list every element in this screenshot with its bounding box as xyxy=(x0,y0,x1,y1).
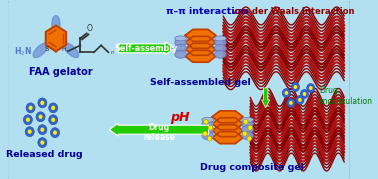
Circle shape xyxy=(40,127,44,132)
Ellipse shape xyxy=(215,44,226,52)
Circle shape xyxy=(23,115,33,125)
Text: O: O xyxy=(87,25,92,33)
Ellipse shape xyxy=(242,117,253,122)
Circle shape xyxy=(285,91,288,95)
Circle shape xyxy=(289,101,293,105)
Circle shape xyxy=(298,98,302,102)
Ellipse shape xyxy=(242,120,253,128)
Ellipse shape xyxy=(175,36,186,41)
Ellipse shape xyxy=(242,126,253,134)
Polygon shape xyxy=(185,43,216,55)
Polygon shape xyxy=(185,50,216,62)
Polygon shape xyxy=(212,118,243,130)
Text: FAA gelator: FAA gelator xyxy=(29,67,92,77)
Circle shape xyxy=(51,118,55,122)
Polygon shape xyxy=(212,132,243,144)
Ellipse shape xyxy=(215,36,226,41)
Circle shape xyxy=(29,106,33,110)
Text: Released drug: Released drug xyxy=(6,150,82,159)
Circle shape xyxy=(38,98,47,108)
Circle shape xyxy=(303,92,306,96)
Circle shape xyxy=(307,84,315,93)
Ellipse shape xyxy=(215,38,226,46)
Circle shape xyxy=(40,101,44,105)
Circle shape xyxy=(49,103,58,113)
FancyArrow shape xyxy=(109,123,209,136)
Ellipse shape xyxy=(202,117,214,122)
Circle shape xyxy=(282,88,290,97)
Circle shape xyxy=(38,125,47,135)
Text: Self-assembly: Self-assembly xyxy=(115,44,178,53)
Circle shape xyxy=(25,127,34,137)
Ellipse shape xyxy=(202,132,214,140)
Ellipse shape xyxy=(242,132,253,140)
FancyArrow shape xyxy=(262,88,270,108)
Polygon shape xyxy=(212,125,243,137)
Text: H$_2$N: H$_2$N xyxy=(14,45,32,58)
Ellipse shape xyxy=(215,50,226,58)
Polygon shape xyxy=(212,111,243,123)
Circle shape xyxy=(309,86,313,90)
Circle shape xyxy=(203,131,207,136)
Ellipse shape xyxy=(202,126,214,134)
Text: S: S xyxy=(45,46,49,52)
Ellipse shape xyxy=(175,38,186,46)
Text: Drug composite gel: Drug composite gel xyxy=(200,163,304,172)
Text: $_n$: $_n$ xyxy=(110,49,115,57)
Circle shape xyxy=(39,115,43,119)
Ellipse shape xyxy=(175,50,186,58)
Circle shape xyxy=(28,129,32,134)
Circle shape xyxy=(53,130,57,135)
Circle shape xyxy=(248,125,253,130)
Ellipse shape xyxy=(175,44,186,52)
Circle shape xyxy=(243,131,247,136)
Text: π–π interaction: π–π interaction xyxy=(166,7,248,16)
Ellipse shape xyxy=(202,120,214,128)
Text: pH: pH xyxy=(170,111,189,124)
Circle shape xyxy=(287,98,295,107)
FancyBboxPatch shape xyxy=(7,0,350,179)
Circle shape xyxy=(243,119,248,124)
Text: Self-assembled gel: Self-assembled gel xyxy=(150,78,251,87)
Circle shape xyxy=(36,112,45,122)
Circle shape xyxy=(296,95,304,104)
Circle shape xyxy=(207,136,212,141)
Circle shape xyxy=(247,136,252,141)
Circle shape xyxy=(51,106,55,110)
Text: Drug
encapsulation: Drug encapsulation xyxy=(319,86,373,106)
Circle shape xyxy=(208,125,213,130)
Circle shape xyxy=(204,119,208,124)
Circle shape xyxy=(294,85,297,89)
Polygon shape xyxy=(46,25,66,51)
Text: van der Waals Interaction: van der Waals Interaction xyxy=(232,7,355,16)
Text: H: H xyxy=(62,47,67,52)
Ellipse shape xyxy=(52,16,60,33)
Circle shape xyxy=(26,103,35,113)
Ellipse shape xyxy=(33,43,48,57)
Polygon shape xyxy=(185,30,216,41)
Circle shape xyxy=(26,118,30,122)
Polygon shape xyxy=(185,36,216,48)
Circle shape xyxy=(49,115,58,125)
Text: Drug
release: Drug release xyxy=(143,123,175,142)
Circle shape xyxy=(51,128,59,138)
Circle shape xyxy=(40,140,44,145)
Circle shape xyxy=(291,83,299,91)
Ellipse shape xyxy=(64,43,79,57)
FancyArrow shape xyxy=(118,42,174,55)
Circle shape xyxy=(38,138,47,147)
Circle shape xyxy=(301,90,308,98)
